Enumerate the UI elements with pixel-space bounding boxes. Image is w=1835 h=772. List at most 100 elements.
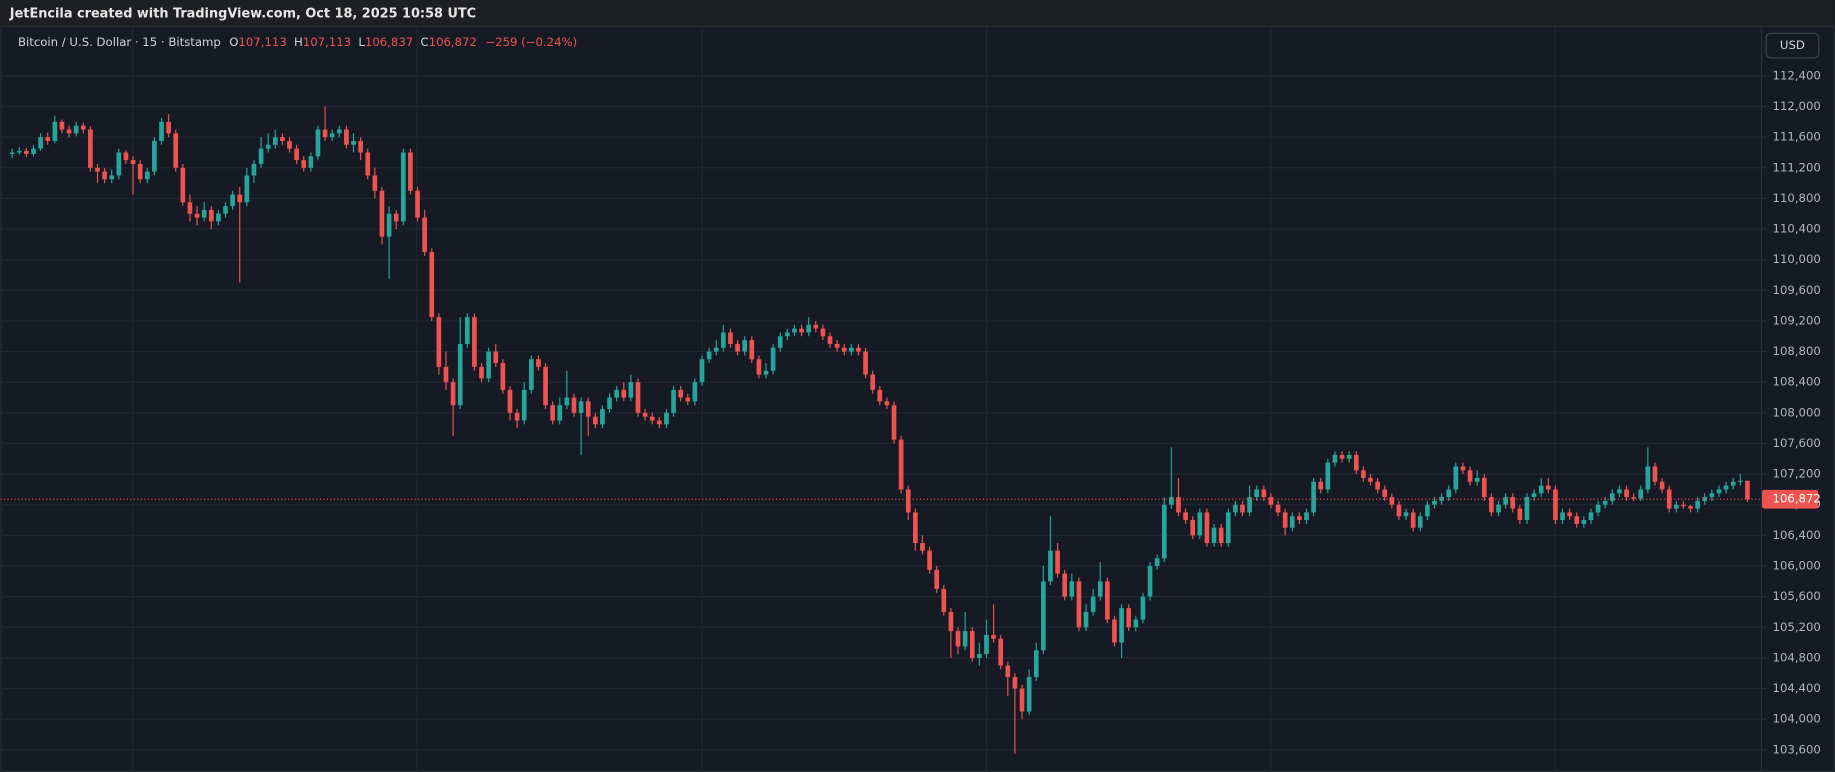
candle-body [1581,520,1587,524]
candle-body [450,382,456,406]
legend-open-label: O [229,35,238,49]
candle-body [664,412,669,425]
candle-body [1339,454,1345,459]
candle-body [991,634,996,639]
candle-body [1439,497,1444,501]
candle-body [1531,493,1537,498]
candle-body [301,160,307,168]
candle-body [472,317,477,367]
candle-body [144,171,150,180]
y-tick-label: 111,200 [1773,160,1821,174]
candle-body [1112,619,1117,643]
candle-body [237,194,243,203]
candle-body [884,401,890,406]
candle-body [671,389,676,413]
candle-body [1211,527,1217,544]
candle-body [1282,512,1288,528]
candle-body [891,405,897,440]
candle-body [1474,477,1480,482]
candle-body [1553,489,1558,521]
candle-body [208,209,214,222]
candle-body [1617,489,1622,494]
candle-body [514,412,520,421]
candle-body [1311,481,1316,513]
candle-body [95,167,100,172]
candle-body [692,382,698,402]
candle-body [479,366,484,379]
candle-body [1147,566,1153,597]
candle-body [1297,516,1302,521]
currency-label[interactable]: USD [1780,38,1805,52]
legend: Bitcoin / U.S. Dollar · 15 · Bitstamp O1… [18,35,577,49]
candle-body [585,401,591,417]
candle-body [152,140,157,172]
candle-body [1702,497,1708,501]
candle-body [1417,516,1423,528]
candle-body [870,374,876,390]
candle-body [130,160,136,164]
candle-body [464,317,470,344]
candle-body [166,121,171,134]
candle-body [550,405,555,421]
grid-group [0,75,1761,751]
candle-body [1154,558,1160,567]
candle-body [1730,481,1736,486]
candle-body [1609,493,1615,501]
y-tick-label: 105,600 [1773,589,1821,603]
candle-body [763,370,769,375]
candle-body [265,144,271,149]
candle-body [1026,677,1032,712]
candle-body [1503,497,1508,505]
candle-body [1745,480,1750,500]
header-bar [0,0,1835,26]
candle-body [863,351,868,375]
candle-body [1602,500,1608,505]
candle-body [415,190,420,218]
candle-body [856,347,861,352]
y-tick-label: 110,400 [1773,222,1821,236]
candle-body [1268,497,1274,505]
legend-high: 107,113 [303,35,351,49]
candle-body [1652,466,1658,482]
candle-body [1176,497,1181,513]
candle-body [1389,497,1395,505]
candle-body [1510,497,1516,509]
last-price-label: 106,872 [1773,492,1821,506]
y-tick-label: 103,600 [1773,742,1821,756]
candle-body [1169,497,1174,505]
candle-body [1361,470,1366,478]
candle-body [528,359,534,390]
candle-body [820,328,826,337]
candle-body [1332,454,1338,463]
candle-body [194,213,200,218]
candle-body [1012,677,1018,689]
candle-body [1204,512,1210,544]
candle-body [1737,480,1743,482]
candle-body [792,328,797,333]
candle-body [1233,504,1238,513]
candles-group [9,106,1750,754]
candle-body [1638,489,1644,499]
candle-body [1019,688,1025,712]
candle-body [1225,512,1231,544]
legend-open: 107,113 [238,35,286,49]
candle-body [735,343,740,352]
candle-body [799,328,804,333]
candle-body [116,152,122,176]
candle-body [521,389,527,421]
candle-body [1304,512,1309,521]
currency-button[interactable] [1765,32,1820,59]
candle-body [351,140,356,145]
candle-body [1261,489,1267,498]
candle-body [436,317,442,367]
candle-body [756,359,762,375]
candle-body [571,397,577,413]
candle-body [66,129,72,134]
candle-body [294,148,299,161]
y-tick-label: 112,400 [1773,68,1821,82]
candle-body [678,389,683,398]
candle-body [216,213,221,222]
candle-body [1119,608,1124,643]
candle-body [1688,506,1693,509]
candle-body [38,137,43,149]
